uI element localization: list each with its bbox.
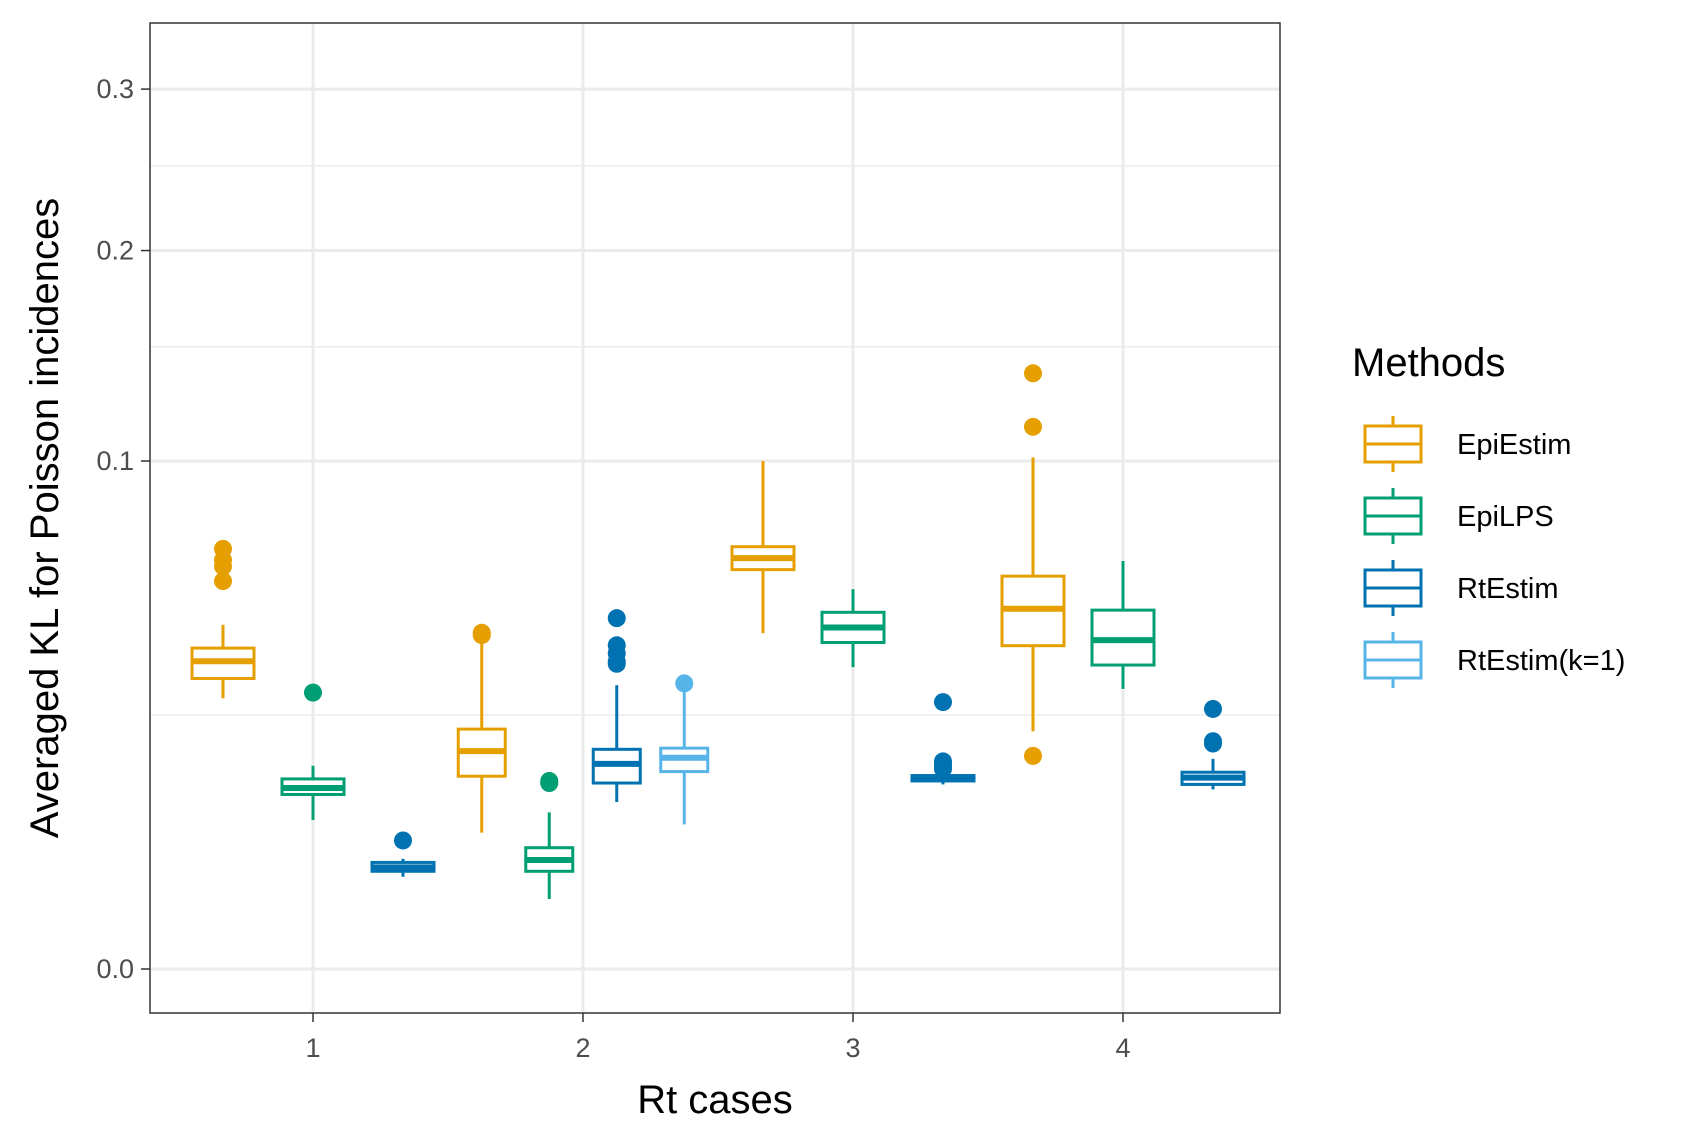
outlier-point bbox=[1024, 364, 1042, 383]
gridlines bbox=[150, 23, 1280, 1013]
boxplot-EpiEstim-case-1 bbox=[190, 539, 256, 699]
outlier-point bbox=[304, 683, 322, 702]
outlier-point bbox=[394, 831, 412, 850]
boxplot-EpiLPS-case-3 bbox=[820, 589, 886, 668]
outlier-point bbox=[934, 752, 952, 771]
boxplot-EpiLPS-case-1 bbox=[280, 683, 346, 821]
x-tick-label: 1 bbox=[305, 1033, 320, 1063]
y-tick-label: 0.3 bbox=[96, 74, 134, 104]
boxplot-RtEstim-case-4 bbox=[1180, 699, 1246, 790]
outlier-point bbox=[1204, 732, 1222, 751]
outlier-point bbox=[1204, 699, 1222, 718]
outlier-point bbox=[934, 693, 952, 712]
x-tick-label: 4 bbox=[1115, 1033, 1130, 1063]
outlier-point bbox=[607, 609, 626, 628]
legend-item-EpiLPS: EpiLPS bbox=[1363, 488, 1554, 544]
boxplot-EpiEstim-case-3 bbox=[730, 460, 796, 634]
y-tick-label: 0.0 bbox=[96, 954, 134, 984]
legend-item-RtEstim: RtEstim bbox=[1363, 560, 1559, 616]
boxplots bbox=[190, 364, 1246, 899]
legend-label: EpiEstim bbox=[1457, 429, 1571, 461]
x-tick-label: 2 bbox=[575, 1033, 590, 1063]
boxplot-RtEstim-case-2 bbox=[591, 609, 642, 803]
legend-label: RtEstim(k=1) bbox=[1457, 645, 1625, 677]
y-tick-label: 0.2 bbox=[96, 236, 134, 266]
x-tick-label: 3 bbox=[845, 1033, 860, 1063]
legend-item-RtEstim(k=1): RtEstim(k=1) bbox=[1363, 632, 1625, 688]
legend-item-EpiEstim: EpiEstim bbox=[1363, 416, 1571, 472]
outlier-point bbox=[675, 674, 694, 693]
outlier-point bbox=[214, 572, 232, 591]
outlier-point bbox=[472, 623, 491, 642]
boxplot-RtEstim(k=1)-case-2 bbox=[659, 674, 710, 825]
boxplot-EpiEstim-case-4 bbox=[1000, 364, 1066, 765]
legend-label: EpiLPS bbox=[1457, 501, 1554, 533]
outlier-point bbox=[214, 539, 232, 558]
boxplot-RtEstim-case-3 bbox=[910, 693, 976, 785]
outlier-point bbox=[1024, 746, 1042, 765]
outlier-point bbox=[607, 636, 626, 655]
boxplot-EpiEstim-case-2 bbox=[456, 623, 507, 833]
axes: 0.0 0.1 0.2 0.3 1 2 3 4 bbox=[96, 74, 1130, 1063]
boxplot-EpiLPS-case-2 bbox=[524, 771, 575, 899]
outlier-point bbox=[540, 771, 559, 790]
boxplot-RtEstim-case-1 bbox=[370, 831, 436, 877]
outlier-point bbox=[1024, 417, 1042, 436]
y-axis-title: Averaged KL for Poisson incidences bbox=[23, 198, 67, 838]
legend: Methods EpiEstim EpiLPS RtEstim RtEstim(k=1… bbox=[1352, 341, 1625, 688]
legend-label: RtEstim bbox=[1457, 573, 1559, 605]
legend-title: Methods bbox=[1352, 341, 1505, 385]
boxplot-EpiLPS-case-4 bbox=[1090, 560, 1156, 689]
plot-panel-border bbox=[149, 22, 1281, 1014]
x-axis-title: Rt cases bbox=[637, 1078, 793, 1122]
y-tick-label: 0.1 bbox=[96, 446, 134, 476]
